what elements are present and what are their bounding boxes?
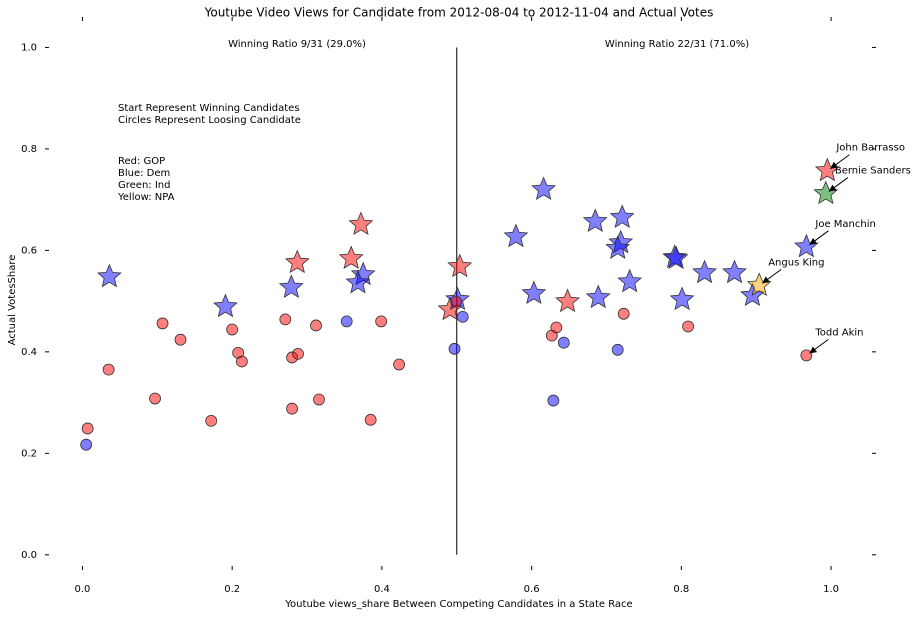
circle-point: [286, 402, 298, 415]
note: Start Represent Winning Candidates: [118, 103, 300, 114]
annotation-arrow: [828, 177, 849, 192]
ratio-label: Winning Ratio 9/31 (29.0%): [228, 39, 366, 50]
circle-point: [205, 414, 218, 427]
note: Yellow: NPA: [117, 192, 175, 203]
y-tick-label: 0.4: [21, 347, 37, 358]
annotation: Bernie Sanders: [835, 166, 911, 177]
star-point: [531, 176, 556, 201]
annotation-arrow: [809, 338, 829, 354]
star-point: [284, 249, 310, 274]
circle-point: [682, 320, 694, 333]
star-point: [582, 208, 608, 233]
circle-point: [174, 333, 187, 346]
note: Green: Ind: [118, 180, 170, 191]
star-point: [345, 269, 371, 294]
star-point: [585, 284, 611, 309]
chart-title: Youtube Video Views for Candidate from 2…: [204, 6, 714, 20]
circle-point: [550, 321, 563, 334]
circle-point: [292, 347, 304, 360]
star-point: [278, 274, 304, 298]
annotation: John Barrasso: [835, 143, 905, 154]
star-point: [813, 180, 839, 205]
x-tick-label: 1.0: [823, 584, 839, 595]
star-point: [555, 288, 580, 313]
circle-point: [393, 358, 406, 371]
star-point: [348, 211, 374, 236]
star-point: [692, 259, 717, 284]
annotation-arrow: [830, 154, 850, 170]
y-tick-label: 0.6: [21, 245, 37, 256]
ratio-label: Winning Ratio 22/31 (71.0%): [605, 39, 749, 50]
circle-point: [310, 319, 322, 332]
star-point: [609, 204, 635, 228]
x-tick-label: 0.8: [673, 584, 689, 595]
circle-point: [149, 392, 161, 405]
circle-point: [547, 394, 560, 407]
circle-point: [80, 438, 93, 451]
circle-point: [617, 307, 630, 320]
circle-point: [448, 342, 461, 355]
y-tick-label: 0.8: [21, 144, 37, 155]
star-point: [213, 293, 238, 318]
star-point: [663, 245, 689, 270]
circle-point: [557, 336, 570, 349]
circle-point: [226, 323, 239, 336]
note: Red: GOP: [118, 156, 165, 167]
star-point: [503, 223, 529, 248]
star-point: [794, 233, 819, 258]
star-point: [447, 253, 473, 278]
circle-point: [81, 422, 94, 435]
x-tick-label: 0.0: [74, 584, 90, 595]
note: Circles Represent Loosing Candidate: [118, 115, 301, 126]
annotation-arrow: [809, 230, 829, 246]
circle-point: [800, 349, 813, 362]
star-point: [605, 235, 631, 259]
annotation: Todd Akin: [814, 327, 863, 338]
star-point: [521, 280, 547, 305]
x-tick-label: 0.4: [374, 584, 390, 595]
y-tick-label: 1.0: [21, 42, 37, 53]
y-axis-label: Actual VotesShare: [7, 255, 18, 346]
circle-point: [364, 413, 377, 426]
star-point: [669, 286, 695, 311]
star-point: [338, 245, 364, 270]
y-tick-label: 0.0: [21, 550, 37, 561]
x-axis-label: Youtube views_share Between Competing Ca…: [284, 599, 632, 610]
note: Blue: Dem: [118, 168, 170, 179]
circle-point: [156, 317, 169, 330]
star-point: [722, 259, 747, 284]
annotation: Angus King: [768, 257, 824, 268]
x-tick-label: 0.2: [224, 584, 240, 595]
star-point: [617, 268, 643, 293]
star-point: [97, 263, 122, 288]
annotation: Joe Manchin: [814, 219, 875, 230]
annotation-arrow: [761, 268, 782, 284]
circle-point: [450, 295, 462, 308]
circle-point: [375, 315, 388, 328]
circle-point: [279, 313, 292, 326]
circle-point: [102, 363, 115, 376]
y-tick-label: 0.2: [21, 448, 37, 459]
circle-point: [313, 393, 325, 406]
x-tick-label: 0.6: [524, 584, 540, 595]
circle-point: [611, 343, 624, 356]
circle-point: [340, 315, 353, 328]
circle-point: [235, 355, 248, 368]
circle-point: [456, 310, 469, 323]
